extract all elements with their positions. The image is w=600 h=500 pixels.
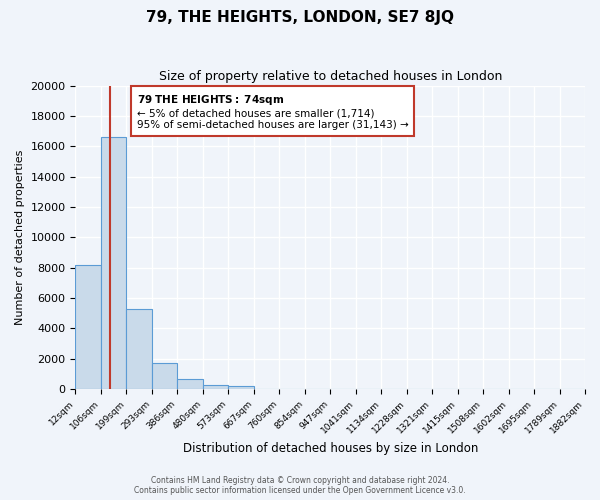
Bar [127,308,152,389]
Title: Size of property relative to detached houses in London: Size of property relative to detached ho… [158,70,502,83]
Text: 79, THE HEIGHTS, LONDON, SE7 8JQ: 79, THE HEIGHTS, LONDON, SE7 8JQ [146,10,454,25]
Bar [152,362,178,389]
Text: Contains HM Land Registry data © Crown copyright and database right 2024.
Contai: Contains HM Land Registry data © Crown c… [134,476,466,495]
Bar [76,264,101,389]
Bar [203,384,228,389]
X-axis label: Distribution of detached houses by size in London: Distribution of detached houses by size … [182,442,478,455]
Text: $\bf{79\ THE\ HEIGHTS:\ 74sqm}$
← 5% of detached houses are smaller (1,714)
95% : $\bf{79\ THE\ HEIGHTS:\ 74sqm}$ ← 5% of … [137,93,409,130]
Y-axis label: Number of detached properties: Number of detached properties [15,150,25,325]
Bar [228,386,254,389]
Bar [101,137,127,389]
Bar [178,378,203,389]
